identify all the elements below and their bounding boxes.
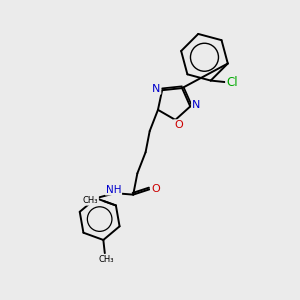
Text: NH: NH [106,184,121,195]
Text: O: O [174,120,183,130]
Text: CH₃: CH₃ [83,196,98,205]
Text: CH₃: CH₃ [98,255,114,264]
Text: Cl: Cl [226,76,238,88]
Text: N: N [152,84,160,94]
Text: O: O [151,184,160,194]
Text: N: N [192,100,200,110]
